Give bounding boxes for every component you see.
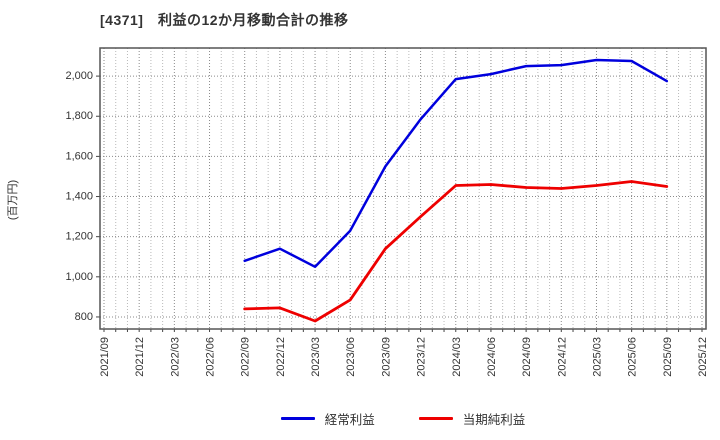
x-tick-label: 2022/06	[205, 337, 217, 377]
x-tick-label: 2024/09	[521, 337, 533, 377]
legend-label-ordinary-profit: 経常利益	[324, 413, 375, 427]
grid-layer	[100, 48, 706, 329]
y-tick-label: 2,000	[65, 70, 93, 82]
legend-line-net-income	[418, 417, 453, 420]
series-layer	[243, 58, 669, 323]
x-tick-label: 2022/03	[169, 337, 181, 377]
legend-line-ordinary-profit	[280, 417, 315, 420]
x-tick-label: 2021/12	[134, 337, 146, 377]
x-tick-label: 2025/03	[591, 337, 603, 377]
x-tick-label: 2023/12	[416, 337, 428, 377]
x-tick-label: 2024/12	[556, 337, 568, 377]
y-tick-label: 1,200	[65, 231, 93, 243]
x-tick-label: 2023/09	[380, 337, 392, 377]
y-tick-label: 1,400	[65, 191, 93, 203]
x-tick-label: 2022/09	[240, 337, 252, 377]
legend: 経常利益 当期純利益	[0, 409, 720, 428]
x-tick-label: 2022/12	[275, 337, 287, 377]
y-tick-label: 1,800	[65, 110, 93, 122]
x-tick-label: 2024/06	[486, 337, 498, 377]
plot-svg: 800 1,000 1,200 1,400 1,600 1,800 2,000 2021/09…	[7, 47, 709, 377]
legend-label-net-income: 当期純利益	[462, 413, 526, 427]
legend-item-net-income: 当期純利益	[418, 409, 526, 428]
y-tick-label: 1,600	[65, 150, 93, 162]
series-line-ordinary-profit	[243, 58, 669, 269]
x-tick-label: 2025/06	[627, 337, 639, 377]
chart-title: [4371] 利益の12か月移動合計の推移	[100, 12, 349, 28]
x-tick-label: 2023/06	[345, 337, 357, 377]
x-tick-label: 2024/03	[451, 337, 463, 377]
axis-layer: 800 1,000 1,200 1,400 1,600 1,800 2,000 2021/09…	[65, 47, 709, 377]
x-tick-label: 2021/09	[99, 337, 111, 377]
x-tick-label: 2025/12	[697, 337, 709, 377]
x-tick-label: 2025/09	[662, 337, 674, 377]
y-tick-label: 1,000	[65, 271, 93, 283]
y-tick-label: 800	[75, 311, 93, 323]
x-tick-label: 2023/03	[310, 337, 322, 377]
legend-item-ordinary-profit: 経常利益	[280, 409, 375, 428]
y-axis-title: (百万円)	[7, 180, 19, 220]
series-line-net-income	[243, 180, 669, 323]
plot-border	[99, 47, 707, 330]
